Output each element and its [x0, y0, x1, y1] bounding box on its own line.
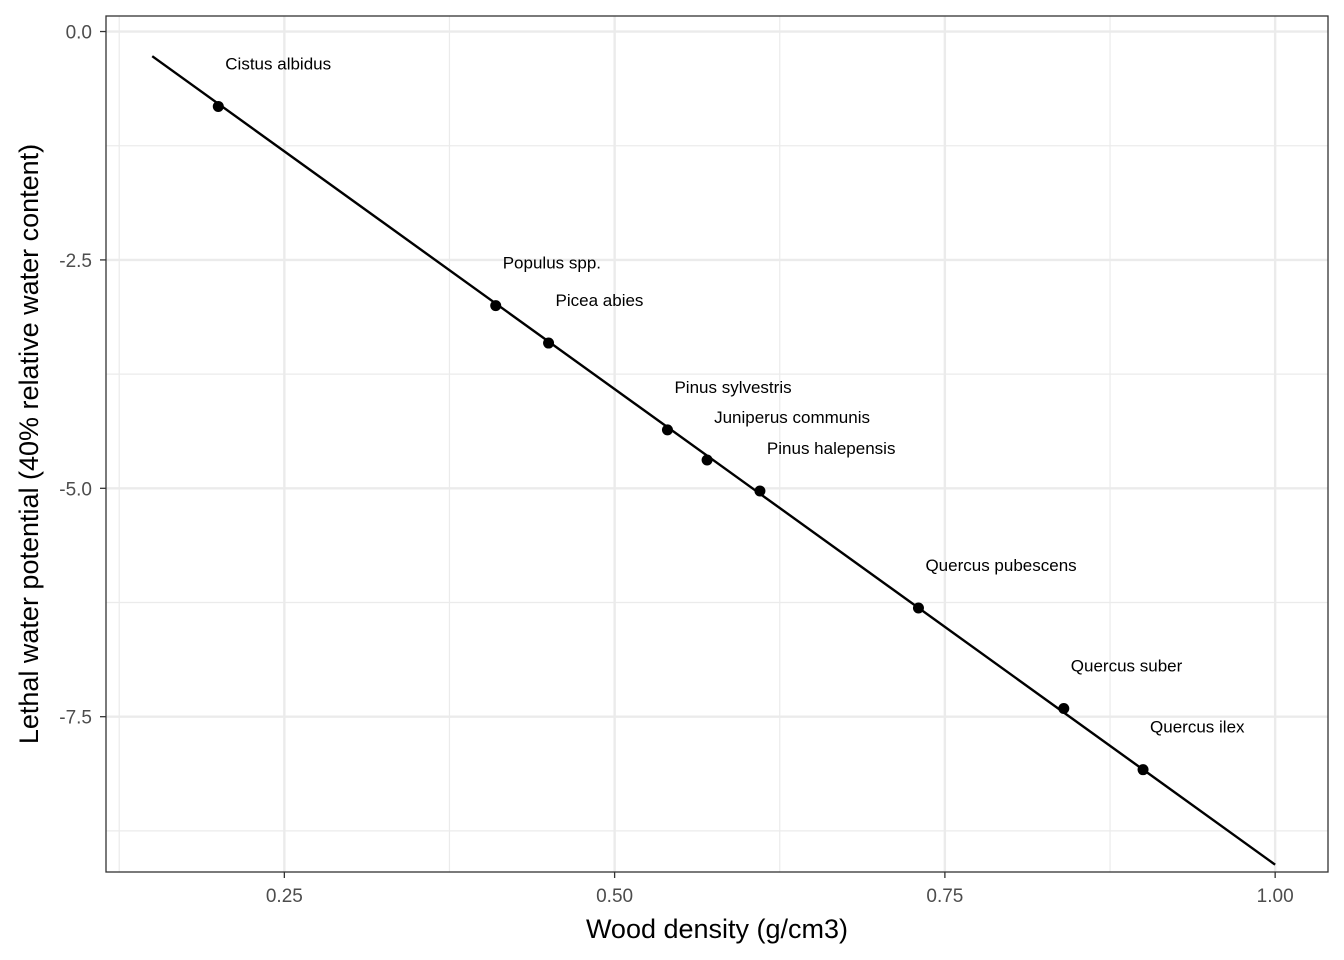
y-tick-label: -5.0 — [59, 479, 92, 500]
data-point — [1058, 702, 1070, 714]
y-tick-label: -7.5 — [59, 708, 92, 729]
data-point — [212, 100, 224, 112]
data-point — [1137, 764, 1149, 776]
panel-border — [105, 15, 1329, 873]
y-tick-label: -2.5 — [59, 251, 92, 272]
x-axis-title: Wood density (g/cm3) — [586, 914, 848, 944]
x-tick-label: 1.00 — [1257, 886, 1294, 907]
y-tick-label: 0.0 — [66, 23, 92, 44]
point-label: Quercus pubescens — [925, 556, 1076, 575]
data-point — [754, 485, 766, 497]
y-axis-title: Lethal water potential (40% relative wat… — [14, 144, 44, 744]
point-label: Pinus sylvestris — [674, 378, 791, 397]
point-label: Populus spp. — [503, 254, 601, 273]
y-axis: 0.0 -2.5 -5.0 -7.5 — [59, 23, 106, 729]
x-axis: 0.25 0.50 0.75 1.00 — [266, 872, 1294, 907]
point-label: Cistus albidus — [225, 54, 331, 73]
fit-line — [151, 55, 1276, 866]
x-tick-label: 0.75 — [926, 886, 963, 907]
fit-line-layer — [151, 55, 1276, 866]
x-tick-label: 0.50 — [596, 886, 633, 907]
point-label: Quercus suber — [1071, 656, 1183, 675]
data-points — [212, 100, 1149, 776]
data-point — [701, 454, 713, 466]
point-label: Pinus halepensis — [767, 439, 896, 458]
data-point — [490, 300, 502, 312]
data-point — [543, 337, 555, 349]
point-label: Juniperus communis — [714, 408, 870, 427]
major-gridlines — [106, 16, 1328, 872]
point-label: Picea abies — [556, 291, 644, 310]
data-point — [661, 424, 673, 436]
point-labels: Cistus albidus Populus spp. Picea abies Pin… — [225, 54, 1245, 736]
x-tick-label: 0.25 — [266, 886, 303, 907]
minor-gridlines — [106, 16, 1328, 872]
data-point — [912, 602, 924, 614]
point-label: Quercus ilex — [1150, 718, 1245, 737]
